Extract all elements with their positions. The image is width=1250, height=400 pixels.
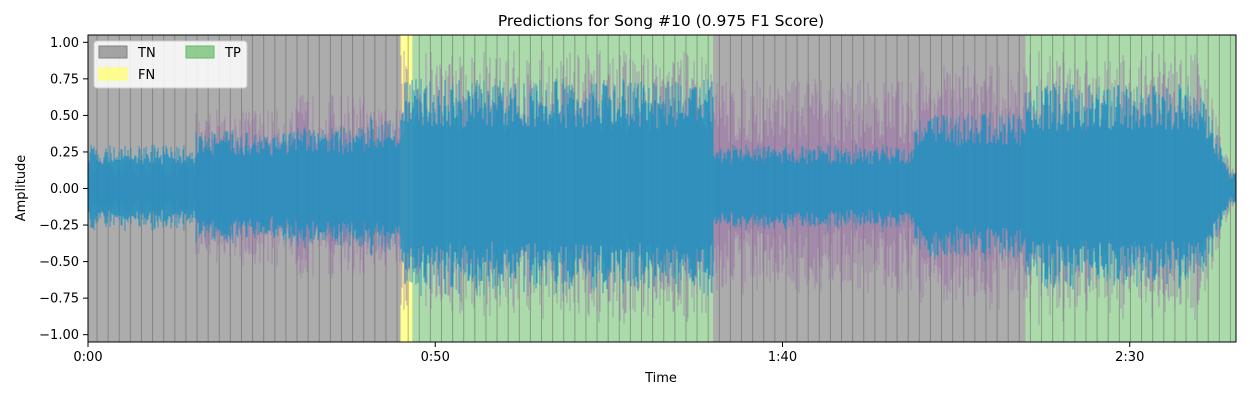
legend-swatch-fn	[98, 67, 128, 81]
x-tick-label-3: 2:30	[1115, 350, 1144, 365]
y-tick-label-7: −0.75	[39, 292, 79, 307]
x-axis-label: Time	[644, 371, 677, 386]
x-tick-label-2: 1:40	[768, 350, 797, 365]
legend-swatch-tn	[98, 45, 128, 59]
y-tick-label-1: 0.75	[50, 72, 79, 87]
chart-title: Predictions for Song #10 (0.975 F1 Score…	[498, 12, 824, 30]
legend-label-tn: TN	[137, 46, 156, 61]
x-tick-label-0: 0:00	[73, 350, 102, 365]
x-axis-ticks: 0:00 0:50 1:40 2:30	[73, 342, 1144, 365]
legend-swatch-tp	[185, 45, 215, 59]
legend: TN FN TP	[93, 40, 248, 89]
y-axis-ticks: 1.00 0.75 0.50 0.25 0.00 −0.25 −0.50 −0.75 −1.00	[39, 36, 88, 343]
legend-label-fn: FN	[138, 68, 155, 83]
y-tick-label-8: −1.00	[39, 328, 79, 343]
y-tick-label-0: 1.00	[50, 36, 79, 51]
x-tick-label-1: 0:50	[421, 350, 450, 365]
y-tick-label-4: 0.00	[50, 182, 79, 197]
y-axis-label: Amplitude	[14, 155, 29, 222]
y-tick-label-5: −0.25	[39, 219, 79, 234]
waveform-primary-channel	[88, 78, 1236, 297]
legend-label-tp: TP	[224, 46, 241, 61]
y-tick-label-6: −0.50	[39, 255, 79, 270]
y-tick-label-3: 0.25	[50, 145, 79, 160]
y-tick-label-2: 0.50	[50, 109, 79, 124]
waveform	[88, 50, 1236, 326]
